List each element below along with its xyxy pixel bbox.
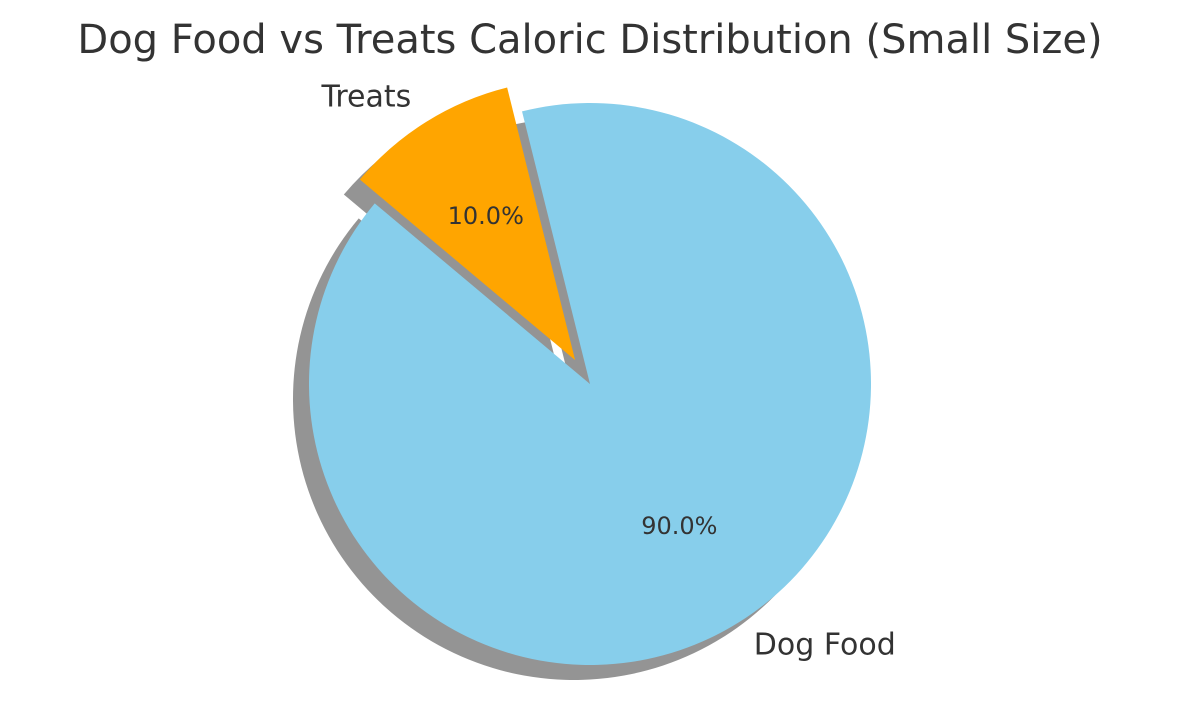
slice-dog-food: [309, 102, 871, 666]
label-layer: Dog Food 90.0% Treats 10.0%: [320, 80, 895, 663]
slice-pct-label-treats: 10.0%: [448, 202, 524, 230]
slice-label-treats: Treats: [320, 80, 411, 115]
slice-treats: [359, 87, 576, 361]
slice-layer: [309, 87, 871, 666]
slice-pct-label-dog-food: 90.0%: [641, 512, 717, 540]
chart-title: Dog Food vs Treats Caloric Distribution …: [77, 17, 1102, 63]
slice-label-dog-food: Dog Food: [754, 628, 896, 663]
